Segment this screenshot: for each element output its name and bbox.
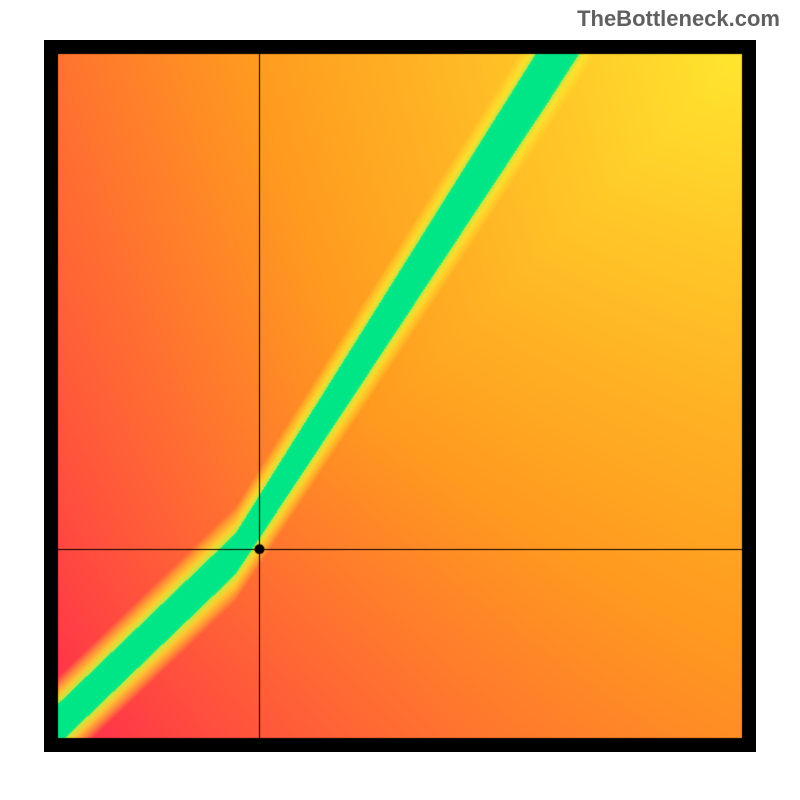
heatmap-canvas <box>44 40 756 752</box>
watermark-text: TheBottleneck.com <box>577 6 780 32</box>
heatmap-plot <box>44 40 756 752</box>
